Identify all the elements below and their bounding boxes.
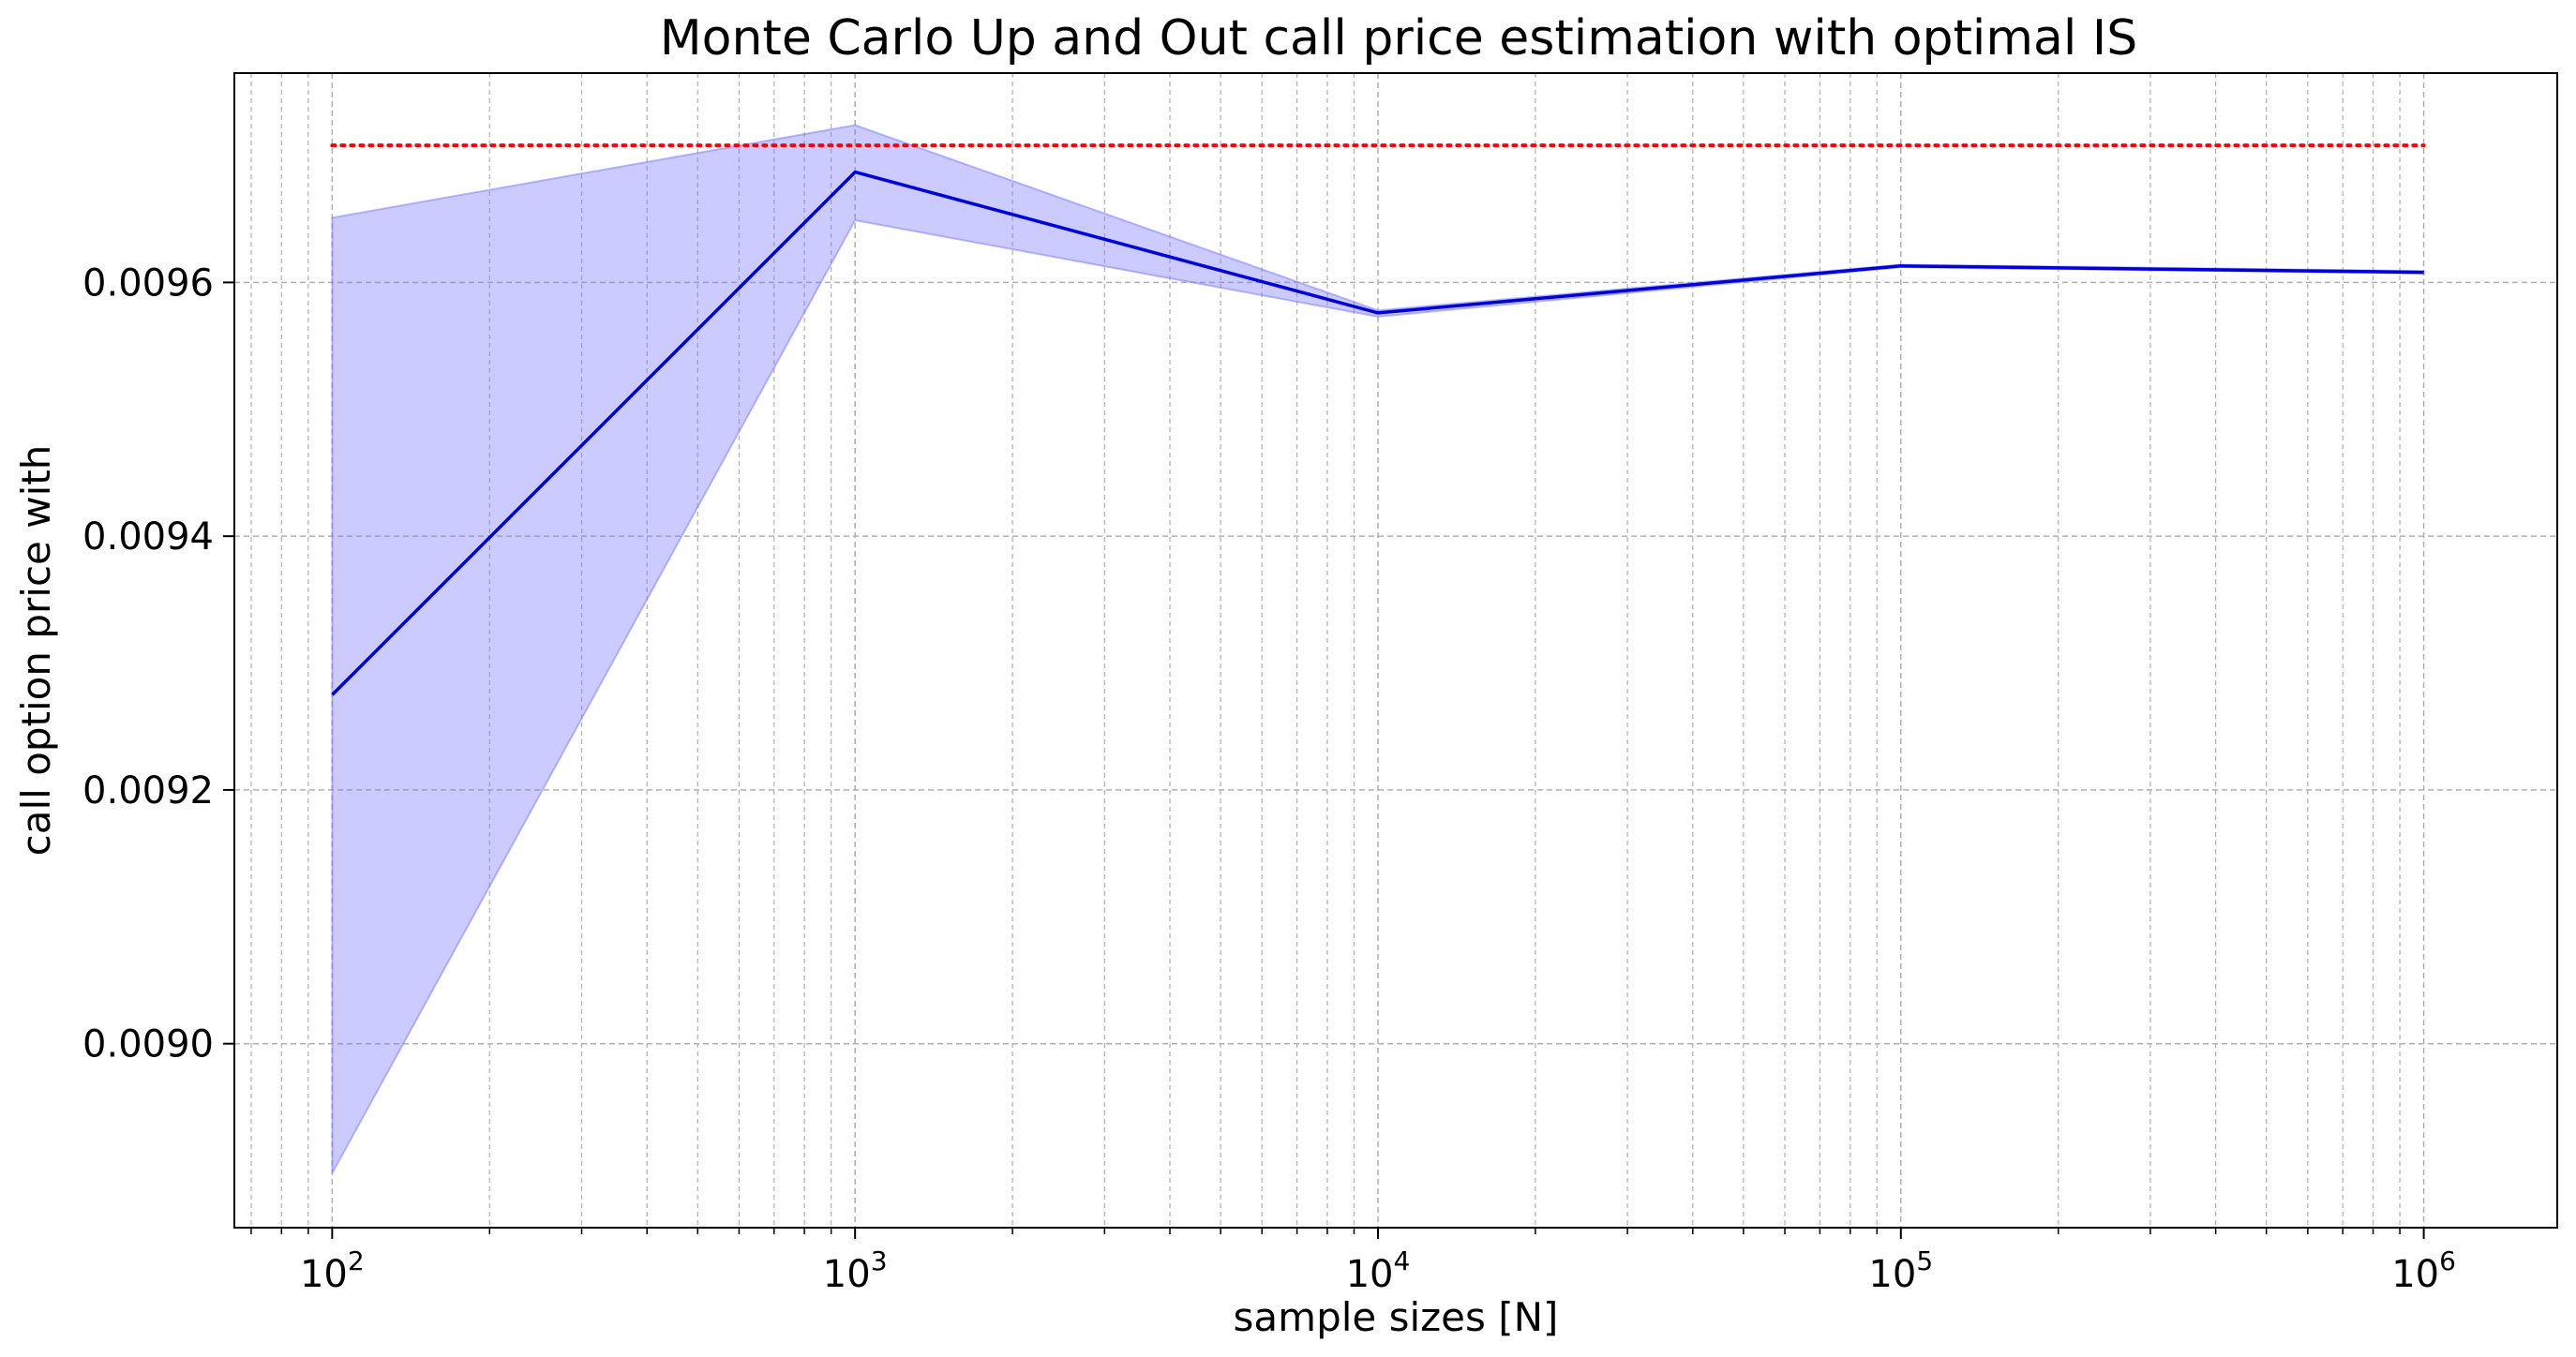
x-tick-label: 106 (2391, 1245, 2456, 1296)
x-tick-exponent: 6 (2439, 1245, 2456, 1276)
x-tick-base: 10 (1346, 1253, 1394, 1296)
x-tick-label: 103 (823, 1245, 888, 1296)
x-tick-base: 10 (300, 1253, 348, 1296)
y-tick-label: 0.0092 (82, 769, 214, 813)
x-tick-base: 10 (2391, 1253, 2439, 1296)
confidence-band (331, 124, 2425, 1174)
y-tick-label: 0.0090 (82, 1023, 214, 1066)
y-tick-label: 0.0096 (82, 261, 214, 305)
x-tick-exponent: 5 (1916, 1245, 1933, 1276)
chart-title: Monte Carlo Up and Out call price estima… (660, 10, 2137, 67)
plot-frame (233, 72, 2558, 1229)
x-tick-base: 10 (1868, 1253, 1916, 1296)
x-tick-label: 105 (1868, 1245, 1933, 1296)
plot-area (233, 72, 2558, 1229)
y-axis: 0.0090 0.0092 0.0094 0.0096 (82, 261, 234, 1066)
plot-background (234, 73, 2557, 1228)
series-line (331, 170, 2424, 696)
x-axis: 102 103 104 105 106 (250, 1228, 2456, 1296)
y-axis-label: call option price with (13, 445, 59, 857)
y-tick-label: 0.0094 (82, 515, 214, 559)
grid-layer (234, 73, 2557, 1228)
confidence-band-layer (331, 124, 2425, 1174)
x-tick-exponent: 4 (1394, 1245, 1411, 1276)
x-tick-exponent: 3 (871, 1245, 888, 1276)
x-tick-base: 10 (823, 1253, 871, 1296)
x-tick-label: 104 (1346, 1245, 1411, 1296)
series-layer (331, 170, 2424, 696)
x-axis-label: sample sizes [N] (1234, 1294, 1559, 1340)
x-tick-label: 102 (300, 1245, 365, 1296)
x-tick-exponent: 2 (348, 1245, 365, 1276)
